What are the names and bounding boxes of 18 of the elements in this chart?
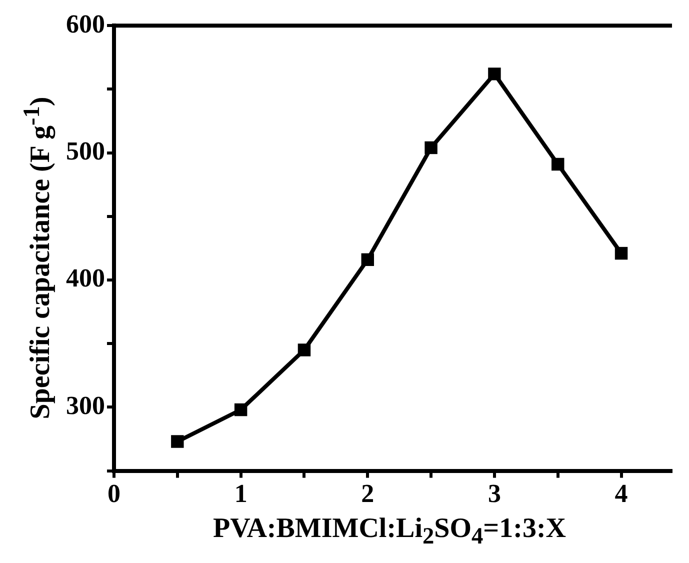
point xyxy=(298,344,311,356)
point xyxy=(552,158,564,171)
y-tick-label: 300 xyxy=(66,390,105,420)
point xyxy=(488,68,501,80)
y-tick-label: 600 xyxy=(66,9,105,38)
x-tick-label: 4 xyxy=(614,479,628,508)
x-axis-title: PVA:BMIMCl:Li$_{2}$SO$_{4}$=1:3:X xyxy=(212,513,567,551)
y-tick-label: 400 xyxy=(66,264,105,293)
y-tick-label: 500 xyxy=(66,136,105,166)
point xyxy=(424,141,438,154)
x-tick-label: 0 xyxy=(108,479,120,508)
point xyxy=(614,246,628,260)
point xyxy=(234,403,248,416)
x-tick-label: 2 xyxy=(361,479,374,508)
point xyxy=(171,435,184,448)
x-tick-label: 3 xyxy=(488,479,501,508)
x-tick-label: 1 xyxy=(234,479,248,508)
point xyxy=(361,253,374,266)
